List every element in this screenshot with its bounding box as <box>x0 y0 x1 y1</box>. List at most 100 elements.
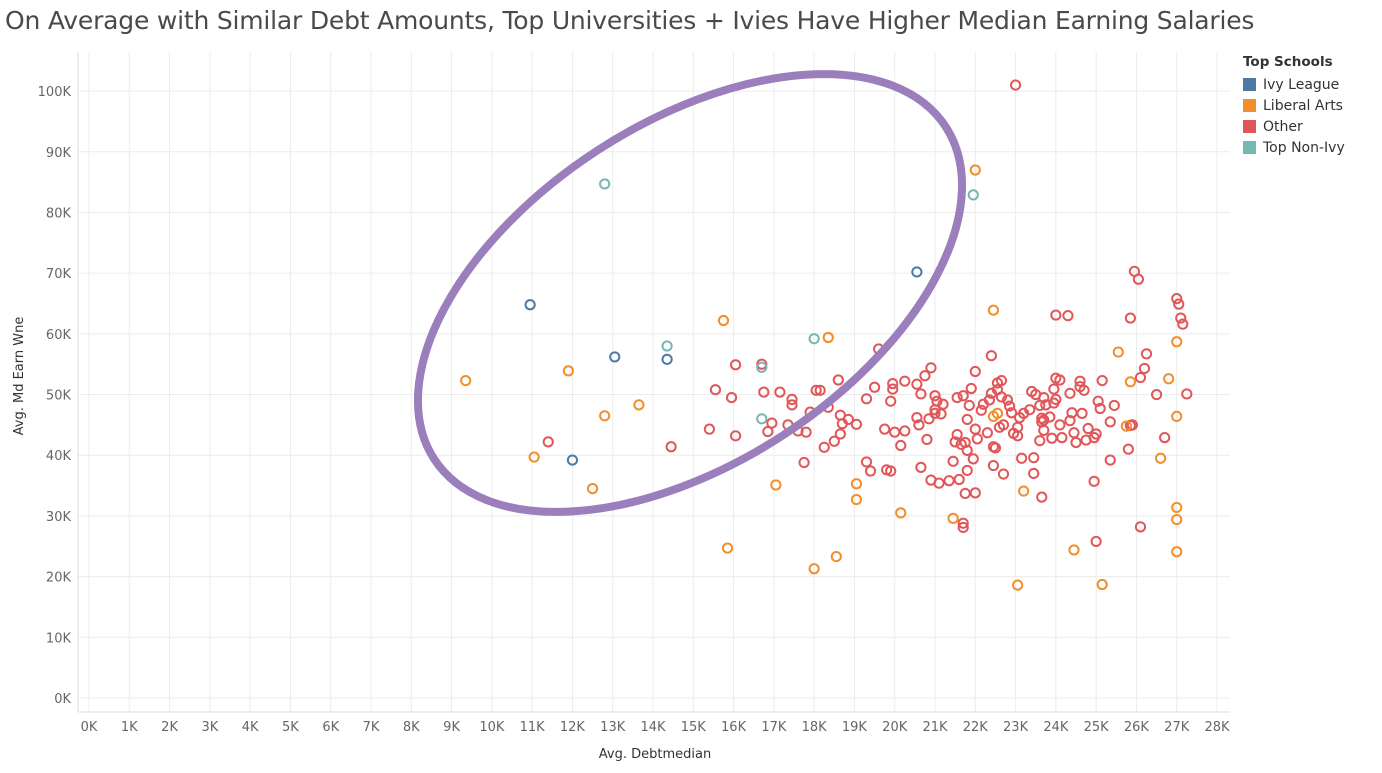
data-point[interactable] <box>1171 501 1183 514</box>
data-point[interactable] <box>975 404 987 416</box>
data-point[interactable] <box>895 439 907 452</box>
data-point[interactable] <box>850 493 863 506</box>
data-point[interactable] <box>967 453 979 465</box>
data-point[interactable] <box>868 381 881 393</box>
data-point[interactable] <box>661 353 673 365</box>
data-point[interactable] <box>1046 432 1058 444</box>
data-point[interactable] <box>887 383 899 395</box>
data-point[interactable] <box>798 456 810 469</box>
data-point[interactable] <box>1092 395 1104 407</box>
data-point[interactable] <box>1050 309 1062 321</box>
data-point[interactable] <box>1050 393 1062 406</box>
data-point[interactable] <box>1124 376 1136 388</box>
data-point[interactable] <box>756 361 768 373</box>
data-point[interactable] <box>1150 388 1163 401</box>
data-point[interactable] <box>985 350 998 362</box>
data-point[interactable] <box>971 433 983 445</box>
data-point[interactable] <box>983 394 995 406</box>
data-point[interactable] <box>830 550 842 563</box>
legend-item[interactable]: Liberal Arts <box>1243 95 1345 116</box>
data-point[interactable] <box>1120 420 1132 432</box>
data-point[interactable] <box>951 391 963 404</box>
data-point[interactable] <box>981 427 993 439</box>
data-point[interactable] <box>1096 374 1108 387</box>
data-point[interactable] <box>1011 579 1024 591</box>
data-point[interactable] <box>1028 452 1040 464</box>
data-point[interactable] <box>822 331 834 344</box>
data-point[interactable] <box>1068 544 1080 556</box>
data-point[interactable] <box>1054 374 1066 386</box>
data-point[interactable] <box>1122 443 1134 455</box>
data-point[interactable] <box>959 487 971 500</box>
data-point[interactable] <box>931 395 943 407</box>
data-point[interactable] <box>1171 410 1183 422</box>
data-point[interactable] <box>808 563 820 575</box>
data-point[interactable] <box>864 465 877 477</box>
data-point[interactable] <box>1076 407 1088 419</box>
data-point[interactable] <box>725 391 738 404</box>
data-point[interactable] <box>1134 371 1147 384</box>
data-point[interactable] <box>969 365 981 378</box>
data-point[interactable] <box>633 399 645 411</box>
data-point[interactable] <box>1005 407 1018 419</box>
data-point[interactable] <box>889 426 901 438</box>
data-point[interactable] <box>1038 391 1050 404</box>
data-point[interactable] <box>929 390 941 402</box>
data-point[interactable] <box>937 398 949 410</box>
data-point[interactable] <box>599 178 611 190</box>
data-point[interactable] <box>542 436 554 448</box>
data-point[interactable] <box>1003 400 1016 412</box>
data-point[interactable] <box>1175 312 1187 324</box>
data-point[interactable] <box>1078 384 1090 396</box>
data-point[interactable] <box>913 419 925 431</box>
data-point[interactable] <box>850 478 863 490</box>
data-point[interactable] <box>800 426 812 438</box>
data-point[interactable] <box>1064 387 1076 399</box>
data-point[interactable] <box>1036 491 1048 503</box>
data-point[interactable] <box>528 451 540 463</box>
data-point[interactable] <box>1171 546 1183 558</box>
data-point[interactable] <box>766 417 778 429</box>
data-point[interactable] <box>1104 416 1116 428</box>
data-point[interactable] <box>925 362 937 374</box>
data-point[interactable] <box>729 430 742 442</box>
data-point[interactable] <box>786 399 798 411</box>
data-point[interactable] <box>967 189 979 201</box>
data-point[interactable] <box>566 454 579 466</box>
data-point[interactable] <box>860 393 873 405</box>
data-point[interactable] <box>899 375 911 387</box>
data-point[interactable] <box>1034 435 1046 447</box>
data-point[interactable] <box>1094 402 1106 415</box>
data-point[interactable] <box>1090 428 1102 440</box>
data-point[interactable] <box>1082 422 1094 435</box>
data-point[interactable] <box>961 444 973 456</box>
data-point[interactable] <box>879 423 891 435</box>
data-point[interactable] <box>911 412 923 424</box>
data-point[interactable] <box>965 382 977 395</box>
data-point[interactable] <box>1108 399 1120 412</box>
data-point[interactable] <box>842 413 854 426</box>
data-point[interactable] <box>810 384 822 396</box>
data-point[interactable] <box>987 459 1000 472</box>
data-point[interactable] <box>1028 467 1040 480</box>
data-point[interactable] <box>1126 419 1139 431</box>
data-point[interactable] <box>1171 336 1183 348</box>
data-point[interactable] <box>717 314 730 327</box>
data-point[interactable] <box>661 340 673 352</box>
data-point[interactable] <box>915 388 927 400</box>
data-point[interactable] <box>1163 373 1175 385</box>
data-point[interactable] <box>1056 432 1068 444</box>
data-point[interactable] <box>1159 432 1171 444</box>
data-point[interactable] <box>963 399 975 412</box>
data-point[interactable] <box>786 393 798 406</box>
data-point[interactable] <box>1112 346 1124 358</box>
data-point[interactable] <box>1104 454 1116 466</box>
data-point[interactable] <box>995 391 1008 403</box>
data-point[interactable] <box>562 365 575 377</box>
data-point[interactable] <box>947 455 959 467</box>
data-point[interactable] <box>885 465 897 477</box>
data-point[interactable] <box>665 441 677 453</box>
data-point[interactable] <box>609 351 621 363</box>
data-point[interactable] <box>933 477 945 489</box>
data-point[interactable] <box>729 359 742 371</box>
